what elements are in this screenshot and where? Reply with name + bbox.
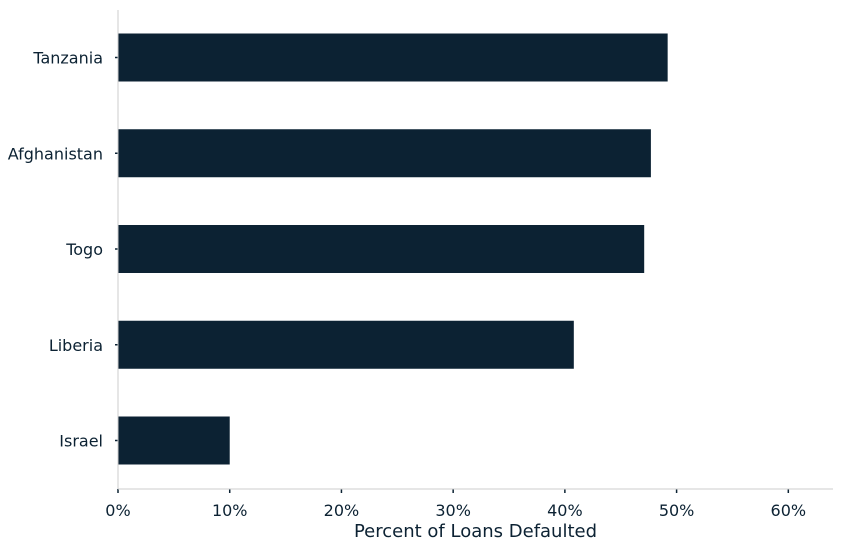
bars-group bbox=[118, 33, 668, 465]
x-tick-label: 10% bbox=[212, 501, 248, 520]
y-tick-label: Israel bbox=[59, 432, 103, 451]
y-tick-label: Tanzania bbox=[32, 49, 103, 68]
x-tick-label: 20% bbox=[324, 501, 360, 520]
bar-liberia bbox=[118, 320, 574, 369]
x-tick-label: 50% bbox=[659, 501, 695, 520]
x-axis-title: Percent of Loans Defaulted bbox=[354, 521, 597, 542]
x-axis-ticks: 0% 10% 20% 30% 40% 50% 60% bbox=[105, 489, 806, 520]
y-tick-label: Liberia bbox=[49, 336, 103, 355]
y-tick-label: Togo bbox=[65, 240, 103, 259]
bar-togo bbox=[118, 225, 645, 273]
bar-afghanistan bbox=[118, 129, 651, 178]
x-tick-label: 30% bbox=[435, 501, 471, 520]
x-tick-label: 40% bbox=[547, 501, 583, 520]
bar-tanzania bbox=[118, 33, 668, 82]
bar-israel bbox=[118, 416, 230, 465]
y-axis-ticks: Tanzania Afghanistan Togo Liberia Israel bbox=[8, 49, 118, 451]
y-tick-label: Afghanistan bbox=[8, 144, 103, 163]
x-tick-label: 0% bbox=[105, 501, 130, 520]
x-tick-label: 60% bbox=[771, 501, 807, 520]
